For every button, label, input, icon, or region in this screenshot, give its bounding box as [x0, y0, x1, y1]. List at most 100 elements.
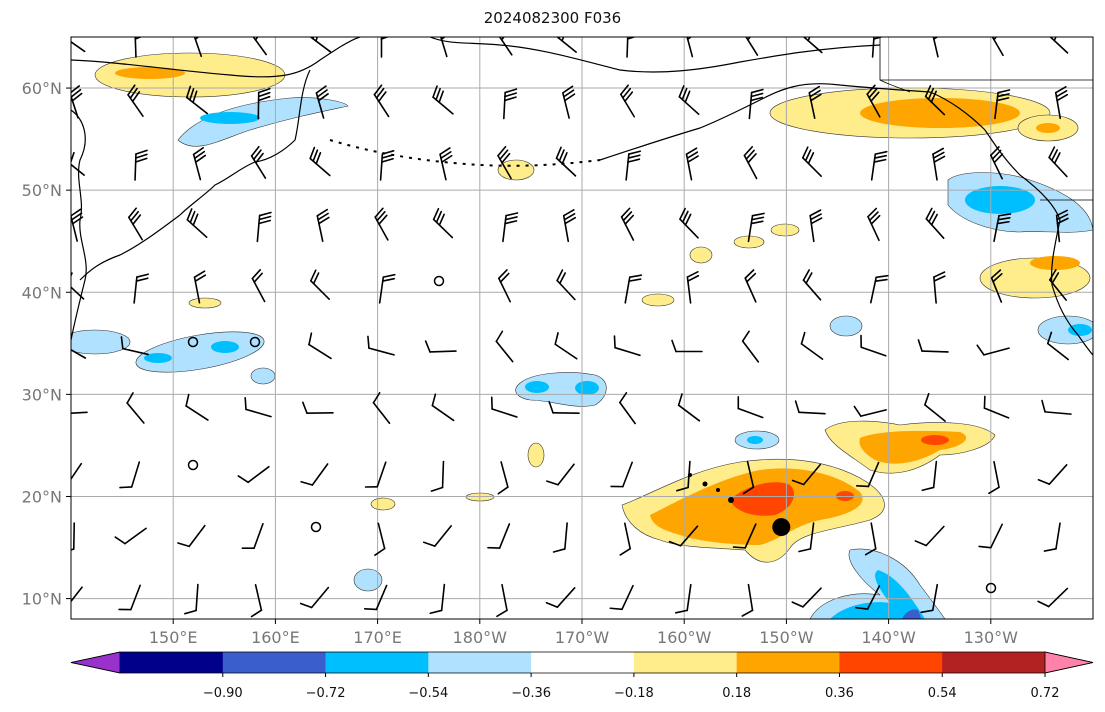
pos-anomaly-oregon-core — [1030, 256, 1080, 270]
wind-barb — [671, 339, 703, 353]
colorbar-segment — [839, 652, 943, 673]
wind-barb — [871, 37, 884, 58]
wind-barb — [869, 274, 889, 304]
wind-barb — [917, 339, 949, 353]
wind-barb — [299, 586, 330, 609]
wind-barb — [546, 463, 575, 486]
wind-barb — [71, 462, 83, 481]
wind-barb — [177, 524, 206, 548]
colorbar-segment — [736, 652, 840, 673]
wind-barb — [556, 269, 576, 301]
x-tick-label: 150°E — [149, 628, 198, 647]
wind-barb — [128, 207, 143, 241]
wind-barb — [800, 331, 824, 360]
coast-bc-panhandle — [929, 91, 1061, 221]
wind-barbs — [71, 37, 1072, 618]
pos-anomaly-small-9 — [527, 442, 545, 468]
wind-barb — [685, 147, 699, 181]
calm-circle — [433, 275, 445, 287]
wind-barb — [71, 522, 76, 551]
coast-kuril-japan — [79, 214, 181, 281]
neg-anomaly-california-core — [1068, 324, 1092, 336]
neg-anomaly-small-4 — [353, 568, 383, 592]
wind-barb — [624, 274, 643, 304]
pos-anomaly-gulf-alaska-core — [860, 98, 1020, 128]
wind-barb — [71, 586, 83, 603]
wind-barb — [619, 391, 636, 425]
wind-barb — [870, 150, 888, 181]
neg-anomaly-small-2 — [829, 315, 863, 337]
colorbar-label: −0.54 — [408, 686, 448, 701]
y-tick-label: 30°N — [22, 385, 62, 404]
wind-barb — [378, 273, 396, 304]
wind-barb — [250, 145, 267, 179]
x-tick-label: 170°E — [353, 628, 402, 647]
x-tick-label: 130°W — [964, 628, 1019, 647]
wind-barb — [119, 461, 141, 489]
wind-barb — [302, 401, 334, 415]
wind-barb — [192, 146, 207, 181]
wind-barb — [244, 396, 272, 418]
wind-barb — [620, 84, 635, 118]
wind-barb — [374, 522, 386, 556]
colorbar-segment — [222, 652, 327, 673]
wind-barb — [309, 37, 332, 53]
neg-anomaly-south-core — [830, 570, 925, 619]
wind-barb — [497, 461, 509, 495]
wind-barb — [1046, 331, 1070, 361]
wind-barb — [798, 522, 815, 553]
wind-barb — [363, 584, 388, 611]
gridlines — [71, 37, 1093, 619]
wind-barb — [487, 523, 511, 549]
wind-barb — [1041, 399, 1072, 415]
wind-barb — [364, 461, 387, 488]
wind-barb — [855, 585, 881, 610]
wind-barb — [867, 207, 881, 242]
pos-anomaly-ne-pacific-core — [1036, 123, 1060, 133]
storm-center-marker — [772, 518, 791, 537]
wind-barb — [619, 522, 632, 556]
wind-barb — [932, 37, 939, 58]
wind-barb — [732, 523, 757, 549]
wind-barb — [994, 89, 1011, 120]
wind-barb — [256, 211, 272, 243]
wind-barb — [133, 273, 150, 304]
wind-barb — [737, 396, 764, 419]
wind-barb — [432, 207, 454, 239]
colorbar-label: 0.72 — [1031, 686, 1060, 701]
wind-barb — [184, 583, 199, 615]
wind-barb — [864, 522, 877, 556]
wind-barb — [920, 583, 939, 614]
wind-barb — [71, 37, 86, 53]
wind-barb — [431, 393, 455, 422]
pos-anomaly-ne-hawaii-core — [859, 430, 967, 464]
wind-barb — [678, 85, 700, 115]
wind-barb — [554, 332, 578, 360]
colorbar-segment — [325, 652, 429, 673]
wind-barb — [620, 207, 635, 241]
y-tick-label: 10°N — [22, 590, 62, 609]
coast-alaska-south — [599, 83, 931, 161]
wind-barb — [134, 37, 143, 58]
pos-anomaly-small-7 — [370, 497, 396, 511]
pos-anomaly-small-3 — [770, 223, 800, 237]
axis-ticks: 150°E 160°E 170°E 180°W 170°W 160°W 150°W 140°W… — [22, 79, 1018, 647]
y-tick-label: 60°N — [22, 79, 62, 98]
x-tick-label: 160°W — [657, 628, 712, 647]
neg-anomaly-japan-core-1 — [144, 353, 172, 363]
wind-barb — [310, 269, 330, 300]
wind-barb — [185, 85, 209, 115]
pos-anomaly-kamchatka-core — [115, 67, 185, 79]
colorbar-outline — [70, 651, 1094, 674]
neg-anomaly-japan-core-2 — [211, 341, 239, 353]
x-tick-label: 180°W — [453, 628, 508, 647]
wind-barb — [932, 147, 946, 181]
wind-barb — [367, 335, 395, 356]
wind-barb — [552, 522, 568, 553]
calm-circle — [187, 336, 199, 348]
wind-barb — [548, 400, 580, 415]
wind-barb — [134, 149, 148, 181]
wind-barb — [990, 269, 1003, 303]
wind-barb — [747, 212, 765, 243]
neg-anomaly-small-3-core — [747, 436, 763, 444]
